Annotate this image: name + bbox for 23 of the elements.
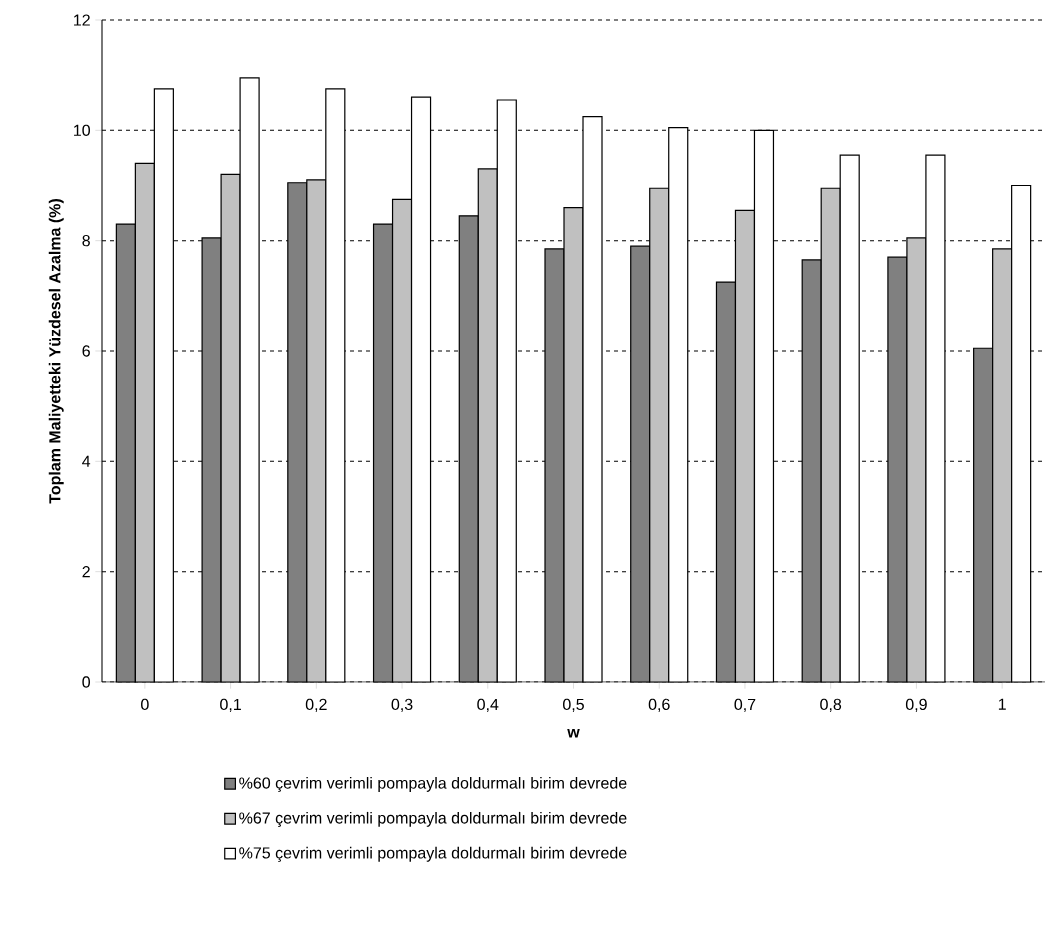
y-tick-label: 8	[82, 235, 90, 247]
y-tick-label: 4	[82, 455, 91, 467]
legend-label: %75 çevrim verimli pompayla doldurmalı birim devrede	[239, 846, 627, 862]
x-tick-label: 0,6	[648, 698, 670, 712]
x-tick-label: 1	[998, 698, 1006, 710]
x-tick-label: 0,3	[391, 698, 413, 712]
x-tick-label: 0,4	[477, 698, 499, 712]
y-tick-label: 10	[74, 124, 90, 136]
y-axis-title: Toplam Maliyetteki Yüzdesel Azalma (%)	[48, 199, 64, 504]
x-tick-label: 0,9	[905, 698, 927, 712]
x-axis-title: w	[567, 729, 580, 738]
x-tick-label: 0,5	[563, 698, 584, 712]
y-tick-label: 6	[82, 345, 90, 357]
x-tick-label: 0	[141, 698, 149, 711]
y-tick-label: 12	[74, 14, 90, 26]
x-tick-label: 0,8	[820, 698, 842, 712]
x-tick-label: 0,7	[734, 698, 756, 712]
y-tick-label: 2	[82, 566, 90, 578]
legend-label: %60 çevrim verimli pompayla doldurmalı birim devrede	[239, 776, 627, 792]
x-tick-label: 0,2	[305, 698, 327, 712]
x-tick-label: 0,1	[220, 698, 241, 712]
y-tick-label: 0	[82, 676, 91, 688]
legend-label: %67 çevrim verimli pompayla doldurmalı birim devrede	[239, 811, 627, 827]
